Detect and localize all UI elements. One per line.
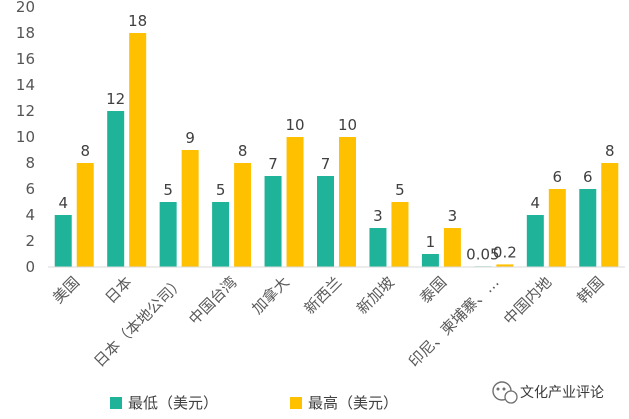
x-tick-label: 新加坡 bbox=[353, 273, 398, 318]
data-label: 4 bbox=[531, 194, 541, 212]
y-tick-label: 12 bbox=[16, 102, 35, 120]
bar-min bbox=[579, 189, 597, 267]
bar-max bbox=[339, 137, 356, 267]
data-label: 6 bbox=[553, 168, 563, 186]
bar-max bbox=[234, 163, 252, 267]
y-tick-label: 2 bbox=[25, 232, 35, 250]
data-label: 0.2 bbox=[493, 243, 517, 261]
legend-swatch bbox=[110, 397, 122, 409]
wechat-icon bbox=[492, 381, 518, 404]
y-tick-label: 20 bbox=[16, 0, 35, 16]
bar-max bbox=[181, 150, 199, 267]
data-label: 10 bbox=[338, 116, 357, 134]
data-label: 9 bbox=[185, 129, 195, 147]
bar-max bbox=[76, 163, 94, 267]
data-label: 5 bbox=[216, 181, 226, 199]
legend: 最低（美元） 最高（美元） bbox=[110, 394, 398, 412]
x-tick-label: 印尼、柬埔寨、… bbox=[405, 273, 503, 371]
data-label: 6 bbox=[583, 168, 593, 186]
bar-max bbox=[391, 202, 409, 267]
data-label: 4 bbox=[58, 194, 68, 212]
legend-label: 最高（美元） bbox=[308, 394, 398, 412]
data-label: 0.05 bbox=[466, 245, 499, 263]
bar-max bbox=[286, 137, 304, 267]
x-tick-label: 新西兰 bbox=[301, 273, 346, 318]
y-tick-label: 4 bbox=[25, 206, 35, 224]
y-tick-label: 14 bbox=[16, 76, 35, 94]
y-tick-label: 18 bbox=[16, 24, 35, 42]
x-tick-label: 中国台湾 bbox=[185, 273, 240, 328]
x-tick-label: 美国 bbox=[49, 273, 83, 307]
x-tick-label: 韩国 bbox=[574, 273, 608, 307]
x-tick-label: 日本（本地公司） bbox=[90, 273, 188, 371]
data-label: 1 bbox=[426, 233, 436, 251]
y-tick-label: 16 bbox=[16, 50, 35, 68]
bar-min bbox=[369, 228, 387, 267]
data-label: 8 bbox=[605, 142, 615, 160]
data-label: 7 bbox=[321, 155, 331, 173]
x-tick-label: 加拿大 bbox=[248, 273, 293, 318]
data-label: 5 bbox=[395, 181, 405, 199]
data-label: 8 bbox=[80, 142, 90, 160]
data-label: 5 bbox=[163, 181, 173, 199]
x-tick-label: 日本 bbox=[102, 273, 136, 307]
legend-swatch bbox=[290, 397, 302, 409]
data-label: 8 bbox=[238, 142, 248, 160]
data-label: 10 bbox=[285, 116, 304, 134]
y-tick-label: 0 bbox=[25, 258, 35, 276]
bar-min bbox=[421, 254, 439, 267]
watermark-text: 文化产业评论 bbox=[520, 385, 604, 401]
x-axis: 美国 日本日本（本地公司）中国台湾 加拿大 新西兰 新加坡 泰国印尼、柬埔寨、…中国内地韩… bbox=[49, 273, 607, 371]
bar-min bbox=[317, 176, 334, 267]
x-tick-label: 中国内地 bbox=[500, 273, 555, 328]
bar-min bbox=[107, 111, 125, 267]
bar-max bbox=[548, 189, 566, 267]
bar-max bbox=[129, 33, 147, 267]
bar-max bbox=[496, 264, 514, 267]
data-label: 3 bbox=[448, 207, 458, 225]
bars bbox=[54, 33, 619, 267]
bar-min bbox=[212, 202, 230, 267]
watermark: 文化产业评论 bbox=[492, 381, 604, 404]
y-tick-label: 6 bbox=[25, 180, 35, 198]
bar-min bbox=[54, 215, 72, 267]
y-tick-label: 10 bbox=[16, 128, 35, 146]
y-axis: 0 2 4 6 8 10 12 14 16 18 20 bbox=[16, 0, 35, 276]
data-label: 3 bbox=[373, 207, 383, 225]
data-label: 12 bbox=[106, 90, 125, 108]
bar-min bbox=[526, 215, 544, 267]
data-label: 18 bbox=[128, 12, 147, 30]
bar-min bbox=[264, 176, 282, 267]
x-tick-label: 泰国 bbox=[416, 273, 450, 307]
data-label: 7 bbox=[268, 155, 278, 173]
bar-max bbox=[443, 228, 461, 267]
y-tick-label: 8 bbox=[25, 154, 35, 172]
legend-label: 最低（美元） bbox=[128, 394, 218, 412]
bar-max bbox=[601, 163, 619, 267]
bar-min bbox=[159, 202, 177, 267]
